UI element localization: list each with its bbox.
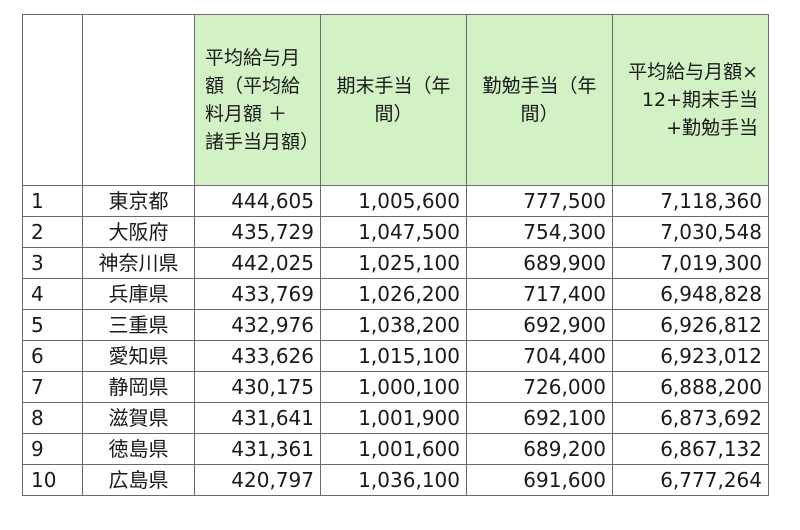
term-end-cell: 1,015,100 (320, 340, 467, 372)
prefecture-cell: 三重県 (82, 309, 195, 341)
table-row: 5 三重県 432,976 1,038,200 692,900 6,926,812 (22, 309, 769, 341)
rank-cell: 2 (22, 216, 83, 248)
annual-total-cell: 6,777,264 (612, 464, 769, 496)
table-row: 3 神奈川県 442,025 1,025,100 689,900 7,019,300 (22, 247, 769, 279)
term-end-cell: 1,001,600 (320, 433, 467, 465)
prefecture-cell: 東京都 (82, 185, 195, 217)
prefecture-cell: 愛知県 (82, 340, 195, 372)
rank-cell: 8 (22, 402, 83, 434)
prefecture-cell: 大阪府 (82, 216, 195, 248)
table-row: 1 東京都 444,605 1,005,600 777,500 7,118,360 (22, 185, 769, 217)
table-row: 9 徳島県 431,361 1,001,600 689,200 6,867,132 (22, 433, 769, 465)
term-end-cell: 1,036,100 (320, 464, 467, 496)
diligence-cell: 692,100 (466, 402, 613, 434)
avg-monthly-cell: 431,361 (194, 433, 321, 465)
salary-ranking-table-container: 平均給与月額（平均給料月額 ＋ 諸手当月額） 期末手当（年間） 勤勉手当（年間）… (22, 14, 769, 496)
term-end-cell: 1,001,900 (320, 402, 467, 434)
avg-monthly-cell: 430,175 (194, 371, 321, 403)
term-end-cell: 1,047,500 (320, 216, 467, 248)
table-row: 6 愛知県 433,626 1,015,100 704,400 6,923,012 (22, 340, 769, 372)
prefecture-cell: 神奈川県 (82, 247, 195, 279)
annual-total-cell: 6,867,132 (612, 433, 769, 465)
term-end-cell: 1,005,600 (320, 185, 467, 217)
header-rank (22, 14, 83, 186)
table-row: 8 滋賀県 431,641 1,001,900 692,100 6,873,692 (22, 402, 769, 434)
rank-cell: 9 (22, 433, 83, 465)
prefecture-cell: 広島県 (82, 464, 195, 496)
annual-total-cell: 6,923,012 (612, 340, 769, 372)
rank-cell: 6 (22, 340, 83, 372)
rank-cell: 7 (22, 371, 83, 403)
prefecture-cell: 静岡県 (82, 371, 195, 403)
diligence-cell: 691,600 (466, 464, 613, 496)
avg-monthly-cell: 442,025 (194, 247, 321, 279)
table-header: 平均給与月額（平均給料月額 ＋ 諸手当月額） 期末手当（年間） 勤勉手当（年間）… (22, 14, 769, 186)
table-row: 2 大阪府 435,729 1,047,500 754,300 7,030,548 (22, 216, 769, 248)
header-row: 平均給与月額（平均給料月額 ＋ 諸手当月額） 期末手当（年間） 勤勉手当（年間）… (22, 14, 769, 186)
table-row: 10 広島県 420,797 1,036,100 691,600 6,777,264 (22, 464, 769, 496)
header-annual-total: 平均給与月額×12+期末手当+勤勉手当 (612, 14, 769, 186)
header-annual-total-label: 平均給与月額×12+期末手当+勤勉手当 (628, 61, 758, 139)
annual-total-cell: 7,030,548 (612, 216, 769, 248)
avg-monthly-cell: 432,976 (194, 309, 321, 341)
diligence-cell: 726,000 (466, 371, 613, 403)
term-end-cell: 1,025,100 (320, 247, 467, 279)
header-term-end-allowance: 期末手当（年間） (320, 14, 467, 186)
diligence-cell: 777,500 (466, 185, 613, 217)
avg-monthly-cell: 431,641 (194, 402, 321, 434)
term-end-cell: 1,000,100 (320, 371, 467, 403)
annual-total-cell: 7,118,360 (612, 185, 769, 217)
table-body: 1 東京都 444,605 1,005,600 777,500 7,118,360 2 大阪府… (22, 185, 769, 496)
annual-total-cell: 6,926,812 (612, 309, 769, 341)
header-avg-monthly-label: 平均給与月額（平均給料月額 ＋ 諸手当月額） (205, 47, 320, 153)
header-diligence-allowance: 勤勉手当（年間） (466, 14, 613, 186)
diligence-cell: 692,900 (466, 309, 613, 341)
term-end-cell: 1,026,200 (320, 278, 467, 310)
prefecture-cell: 滋賀県 (82, 402, 195, 434)
table-row: 7 静岡県 430,175 1,000,100 726,000 6,888,200 (22, 371, 769, 403)
diligence-cell: 689,200 (466, 433, 613, 465)
header-diligence-label: 勤勉手当（年間） (482, 75, 597, 125)
diligence-cell: 704,400 (466, 340, 613, 372)
diligence-cell: 689,900 (466, 247, 613, 279)
rank-cell: 10 (22, 464, 83, 496)
prefecture-cell: 兵庫県 (82, 278, 195, 310)
salary-ranking-table: 平均給与月額（平均給料月額 ＋ 諸手当月額） 期末手当（年間） 勤勉手当（年間）… (22, 14, 769, 496)
prefecture-cell: 徳島県 (82, 433, 195, 465)
rank-cell: 5 (22, 309, 83, 341)
header-avg-monthly: 平均給与月額（平均給料月額 ＋ 諸手当月額） (194, 14, 321, 186)
rank-cell: 1 (22, 185, 83, 217)
annual-total-cell: 7,019,300 (612, 247, 769, 279)
table-row: 4 兵庫県 433,769 1,026,200 717,400 6,948,828 (22, 278, 769, 310)
diligence-cell: 754,300 (466, 216, 613, 248)
avg-monthly-cell: 433,769 (194, 278, 321, 310)
avg-monthly-cell: 435,729 (194, 216, 321, 248)
header-term-end-label: 期末手当（年間） (336, 75, 451, 125)
rank-cell: 3 (22, 247, 83, 279)
header-prefecture (82, 14, 195, 186)
annual-total-cell: 6,948,828 (612, 278, 769, 310)
annual-total-cell: 6,888,200 (612, 371, 769, 403)
annual-total-cell: 6,873,692 (612, 402, 769, 434)
rank-cell: 4 (22, 278, 83, 310)
term-end-cell: 1,038,200 (320, 309, 467, 341)
avg-monthly-cell: 444,605 (194, 185, 321, 217)
diligence-cell: 717,400 (466, 278, 613, 310)
avg-monthly-cell: 420,797 (194, 464, 321, 496)
avg-monthly-cell: 433,626 (194, 340, 321, 372)
